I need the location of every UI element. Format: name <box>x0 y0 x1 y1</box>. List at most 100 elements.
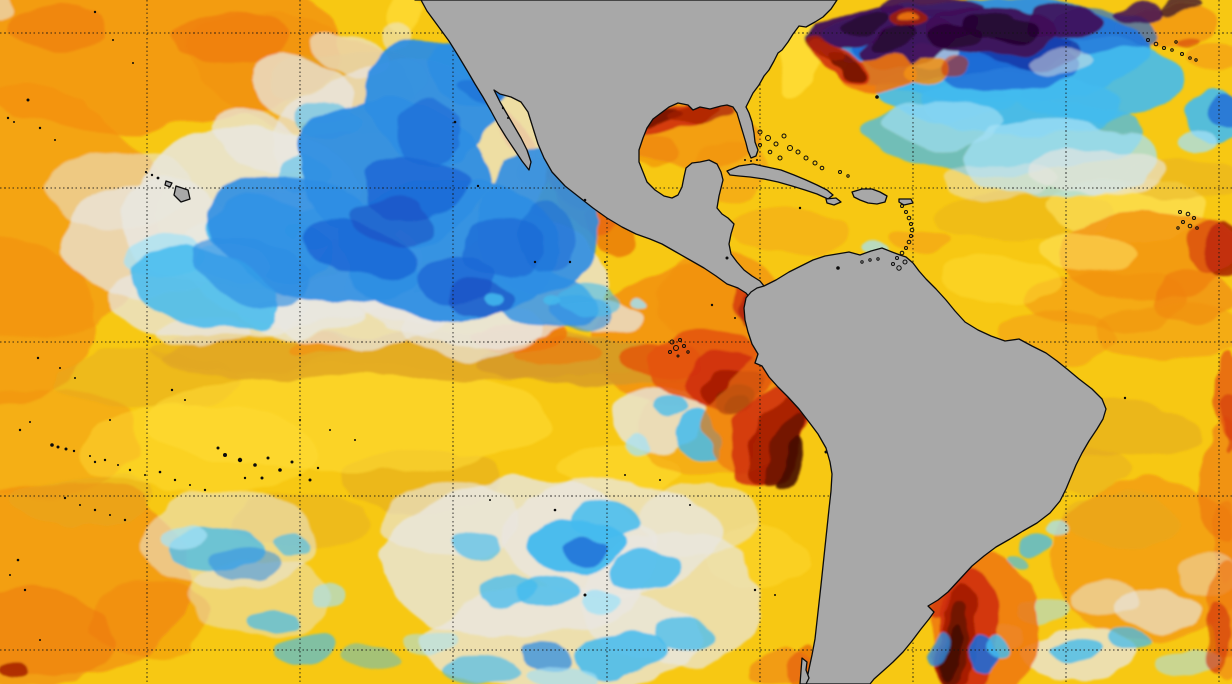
island-dot <box>298 473 302 477</box>
island-dot <box>79 504 81 506</box>
island-outline <box>902 259 908 265</box>
island-dot <box>117 464 119 466</box>
island-dot <box>278 468 282 472</box>
landmass-cuba <box>726 163 834 200</box>
island-dot <box>156 176 160 180</box>
island-outline <box>1178 210 1182 214</box>
island-dot <box>753 588 757 592</box>
island-outline <box>1195 226 1199 230</box>
island-dot <box>109 514 111 516</box>
island-dot <box>9 574 11 576</box>
anomaly-blob <box>4 662 32 682</box>
anomaly-blob <box>1070 582 1140 618</box>
anomaly-blob <box>846 53 918 91</box>
landmass-puerto-rico <box>898 198 914 206</box>
anomaly-blob <box>966 16 1034 40</box>
island-dot <box>253 463 257 467</box>
anomaly-blob <box>485 294 505 306</box>
anomaly-blob <box>893 18 917 26</box>
island-dot <box>128 468 132 472</box>
island-outline <box>909 234 913 238</box>
island-dot <box>173 478 177 482</box>
island-outline <box>876 257 880 261</box>
island-dot <box>132 62 134 64</box>
anomaly-blob <box>355 199 435 241</box>
island-dot <box>237 457 243 463</box>
island-dot <box>583 593 587 597</box>
island-outline <box>1180 52 1184 56</box>
island-dot <box>89 455 91 457</box>
island-dot <box>72 449 76 453</box>
island-dot <box>836 266 840 270</box>
anomaly-blob <box>1040 232 1140 268</box>
anomaly-blob <box>1204 93 1232 123</box>
island-dot <box>149 337 151 339</box>
anomaly-blob <box>1185 43 1232 73</box>
landmass-hawaii-maui <box>164 180 173 188</box>
landmass-hawaii-big-island <box>173 185 191 203</box>
island-dot <box>756 159 758 161</box>
island-outline <box>904 246 908 250</box>
anomaly-blob <box>479 575 531 605</box>
island-dot <box>583 198 587 202</box>
anomaly-blob <box>1222 392 1232 452</box>
island-dots <box>6 10 1127 641</box>
island-outline <box>1188 56 1192 60</box>
anomaly-blob <box>1046 525 1070 539</box>
island-dot <box>316 466 320 470</box>
island-dot <box>798 206 802 210</box>
anomaly-blob <box>880 101 1000 149</box>
island-dot <box>710 303 714 307</box>
island-outline <box>1146 38 1150 42</box>
island-dot <box>734 317 736 319</box>
anomaly-blob <box>48 150 188 230</box>
island-dot <box>18 428 22 432</box>
island-dot <box>59 367 61 369</box>
anomaly-blob <box>580 588 620 612</box>
anomaly-blob <box>277 635 333 665</box>
anomaly-blob <box>1112 0 1168 20</box>
island-dot <box>36 356 40 360</box>
island-outline <box>777 155 783 161</box>
anomaly-blob <box>562 280 618 320</box>
anomaly-blob <box>312 589 348 611</box>
anomaly-blob <box>170 12 290 68</box>
anomaly-blob <box>0 590 113 684</box>
island-dot <box>38 126 42 130</box>
anomaly-blob <box>626 435 654 455</box>
anomaly-blob <box>80 405 320 495</box>
anomaly-blob <box>632 295 648 305</box>
island-outline <box>1174 40 1178 44</box>
island-dot <box>824 450 828 454</box>
island-dot <box>39 639 41 641</box>
island-outline <box>767 149 773 155</box>
island-dot <box>489 499 491 501</box>
anomaly-blob <box>1047 637 1103 663</box>
anomaly-blob <box>1202 604 1228 680</box>
anomaly-blob <box>1027 48 1093 72</box>
island-dot <box>144 474 146 476</box>
island-dot <box>501 106 505 110</box>
island-outline <box>909 227 915 233</box>
island-outline <box>838 170 842 174</box>
anomaly-blob <box>1165 0 1205 14</box>
island-dot <box>604 261 606 263</box>
island-dot <box>216 446 220 450</box>
island-dot <box>659 479 661 481</box>
anomaly-blob <box>904 55 952 81</box>
island-dot <box>93 508 97 512</box>
island-dot <box>93 10 97 14</box>
island-outline <box>909 222 913 226</box>
anomaly-blob <box>520 662 600 684</box>
anomaly-blob <box>405 626 455 654</box>
island-dot <box>123 518 127 522</box>
island-outline <box>860 260 864 264</box>
anomaly-blob <box>864 29 916 51</box>
anomaly-blob <box>0 0 21 16</box>
island-outline <box>765 135 771 141</box>
anomaly-blob <box>648 618 712 652</box>
landmass-north-america <box>414 0 838 300</box>
island-outline <box>1162 46 1166 50</box>
